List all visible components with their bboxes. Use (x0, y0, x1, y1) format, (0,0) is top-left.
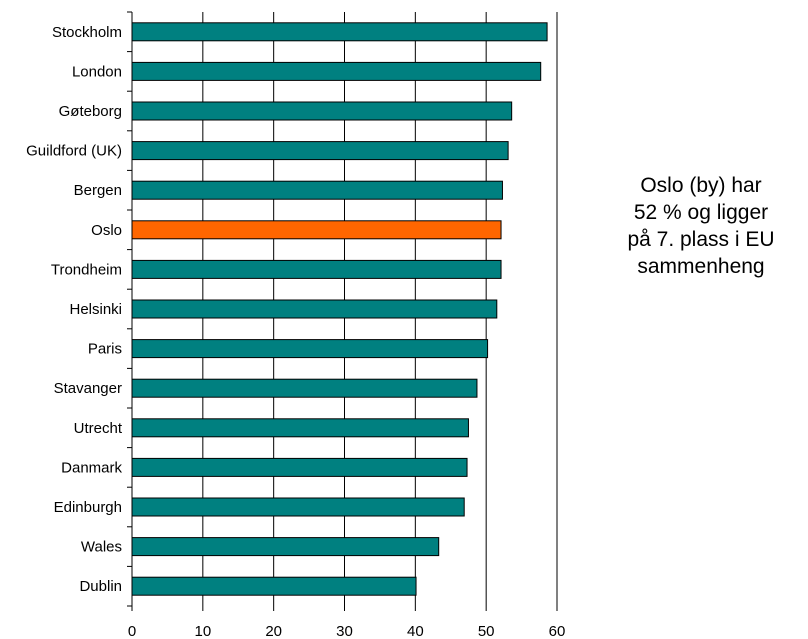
bar-stockholm (131, 22, 548, 42)
category-label: Stockholm (52, 24, 122, 41)
x-tick-label: 50 (478, 623, 495, 639)
category-label: London (72, 63, 122, 80)
category-label: Gøteborg (59, 103, 122, 120)
chart-annotation: Oslo (by) har 52 % og ligger på 7. plass… (596, 172, 806, 280)
bar-utrecht (131, 418, 469, 438)
x-tick-label: 0 (128, 623, 136, 639)
bar-bergen (131, 180, 503, 200)
category-label: Edinburgh (54, 499, 122, 516)
bar-guildford-uk (131, 141, 509, 161)
x-tick-label: 40 (407, 623, 424, 639)
annotation-line-2: 52 % og ligger (633, 201, 769, 224)
bar-wales (131, 537, 440, 557)
axes (127, 11, 558, 611)
category-label: Wales (81, 539, 122, 556)
category-label: Helsinki (69, 301, 122, 318)
category-label: Danmark (61, 459, 122, 476)
x-tick-label: 20 (265, 623, 282, 639)
x-tick-label: 30 (336, 623, 353, 639)
category-label: Paris (88, 341, 122, 358)
annotation-line-3: på 7. plass i EU (627, 228, 775, 251)
category-label: Stavanger (54, 380, 122, 397)
x-tick-label: 10 (194, 623, 211, 639)
bar-oslo (131, 220, 502, 240)
labels: 0 10 20 30 40 50 60 Stockholm London Gøteborg Guil… (26, 24, 565, 639)
bar-edinburgh (131, 497, 465, 517)
bar-helsinki (131, 299, 498, 319)
bar-trondheim (131, 259, 502, 279)
bar-paris (131, 339, 489, 359)
bar-g-teborg (131, 101, 513, 121)
bar-london (131, 61, 542, 81)
category-label: Guildford (UK) (26, 143, 122, 160)
category-label: Bergen (74, 182, 122, 199)
category-label: Dublin (79, 578, 122, 595)
annotation-line-4: sammenheng (637, 255, 765, 278)
x-tick-label: 60 (549, 623, 566, 639)
category-label: Trondheim (51, 261, 122, 278)
annotation-line-1: Oslo (by) har (640, 174, 762, 197)
bar-dublin (131, 576, 417, 596)
category-label: Oslo (91, 222, 122, 239)
bar-danmark (131, 457, 468, 477)
bars (131, 22, 548, 596)
category-label: Utrecht (74, 420, 123, 437)
bar-stavanger (131, 378, 478, 398)
